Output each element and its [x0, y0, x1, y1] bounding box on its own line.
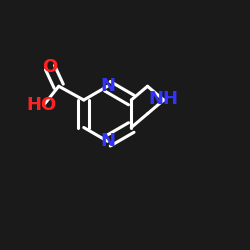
Text: N: N — [100, 132, 115, 150]
Text: NH: NH — [149, 90, 179, 108]
Text: N: N — [100, 77, 115, 95]
Text: O: O — [42, 58, 58, 76]
Text: HO: HO — [26, 96, 56, 114]
